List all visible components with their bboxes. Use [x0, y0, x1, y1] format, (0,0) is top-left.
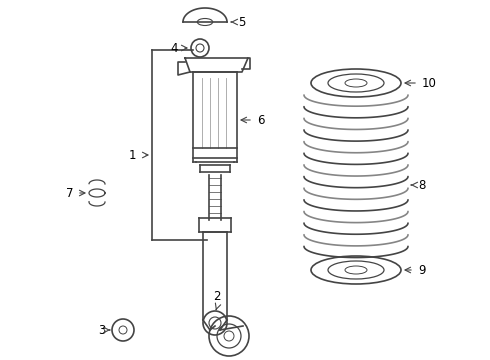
- Text: 3: 3: [98, 324, 106, 337]
- Text: 7: 7: [66, 186, 73, 199]
- Text: 1: 1: [128, 149, 136, 162]
- Text: 8: 8: [418, 179, 425, 192]
- Text: 6: 6: [257, 113, 265, 126]
- Text: 2: 2: [213, 290, 221, 303]
- Text: 9: 9: [418, 264, 425, 276]
- Text: 10: 10: [422, 77, 437, 90]
- Text: 4: 4: [171, 41, 178, 54]
- Text: 5: 5: [238, 15, 245, 28]
